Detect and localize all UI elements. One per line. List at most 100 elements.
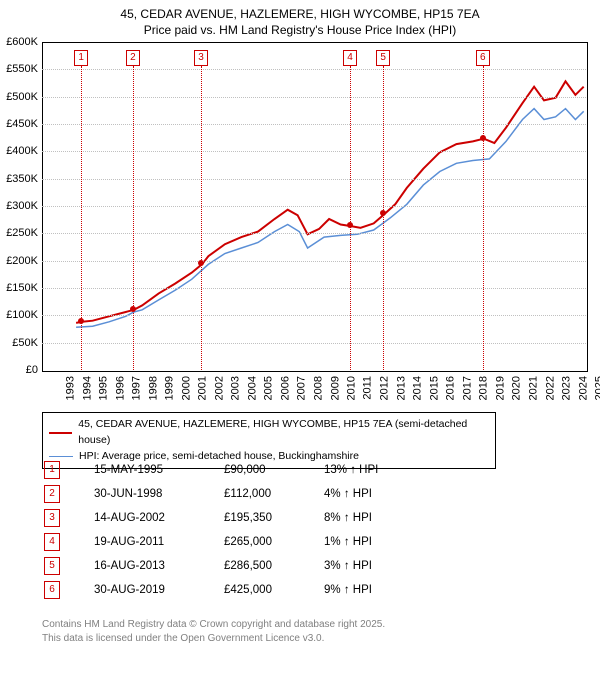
x-tick-label: 2025 (594, 376, 600, 400)
x-tick-label: 2014 (412, 376, 424, 400)
table-delta: 9% ↑ HPI (324, 584, 444, 596)
marker-vline (483, 66, 484, 370)
footer-line1: Contains HM Land Registry data © Crown c… (42, 618, 385, 632)
marker-box: 5 (376, 50, 390, 66)
series-line (76, 109, 584, 328)
x-tick-label: 1997 (131, 376, 143, 400)
y-tick-label: £50K (0, 337, 38, 349)
legend-item: 45, CEDAR AVENUE, HAZLEMERE, HIGH WYCOMB… (49, 417, 489, 449)
gridline (42, 69, 586, 70)
table-idx: 2 (44, 485, 60, 503)
table-date: 19-AUG-2011 (94, 536, 224, 548)
gridline (42, 179, 586, 180)
table-price: £90,000 (224, 464, 324, 476)
table-row: 4 19-AUG-2011£265,0001% ↑ HPI (44, 530, 444, 554)
x-tick-label: 1995 (98, 376, 110, 400)
x-tick-label: 2019 (494, 376, 506, 400)
gridline (42, 288, 586, 289)
x-tick-label: 1996 (114, 376, 126, 400)
marker-vline (383, 66, 384, 370)
title-line2: Price paid vs. HM Land Registry's House … (0, 22, 600, 38)
table-date: 16-AUG-2013 (94, 560, 224, 572)
table-idx: 4 (44, 533, 60, 551)
x-tick-label: 2002 (213, 376, 225, 400)
marker-box: 2 (126, 50, 140, 66)
x-tick-label: 1994 (81, 376, 93, 400)
sale-point (78, 318, 84, 324)
sales-table: 115-MAY-1995£90,00013% ↑ HPI 2 30-JUN-1998… (44, 458, 444, 602)
sale-point (198, 260, 204, 266)
x-tick-label: 2005 (263, 376, 275, 400)
y-tick-label: £150K (0, 282, 38, 294)
table-row: 115-MAY-1995£90,00013% ↑ HPI (44, 458, 444, 482)
x-tick-label: 2020 (511, 376, 523, 400)
footer-line2: This data is licensed under the Open Gov… (42, 632, 385, 646)
marker-vline (201, 66, 202, 370)
legend-label: 45, CEDAR AVENUE, HAZLEMERE, HIGH WYCOMB… (78, 417, 489, 449)
table-delta: 8% ↑ HPI (324, 512, 444, 524)
y-tick-label: £500K (0, 91, 38, 103)
table-idx: 5 (44, 557, 60, 575)
y-tick-label: £550K (0, 63, 38, 75)
y-tick-label: £600K (0, 36, 38, 48)
table-row: 630-AUG-2019£425,0009% ↑ HPI (44, 578, 444, 602)
table-price: £265,000 (224, 536, 324, 548)
sale-point (480, 135, 486, 141)
table-delta: 13% ↑ HPI (324, 464, 444, 476)
marker-box: 4 (343, 50, 357, 66)
y-tick-label: £200K (0, 255, 38, 267)
plot-area (42, 42, 588, 372)
x-tick-label: 2022 (544, 376, 556, 400)
x-tick-label: 2018 (478, 376, 490, 400)
legend-swatch (49, 432, 72, 434)
table-row: 3 14-AUG-2002£195,3508% ↑ HPI (44, 506, 444, 530)
y-tick-label: £100K (0, 309, 38, 321)
sale-point (380, 210, 386, 216)
y-tick-label: £400K (0, 145, 38, 157)
x-tick-label: 2007 (296, 376, 308, 400)
marker-vline (81, 66, 82, 370)
y-tick-label: £350K (0, 173, 38, 185)
table-delta: 1% ↑ HPI (324, 536, 444, 548)
table-price: £195,350 (224, 512, 324, 524)
y-tick-label: £300K (0, 200, 38, 212)
x-tick-label: 2024 (577, 376, 589, 400)
table-delta: 4% ↑ HPI (324, 488, 444, 500)
sale-point (130, 306, 136, 312)
title-block: 45, CEDAR AVENUE, HAZLEMERE, HIGH WYCOMB… (0, 0, 600, 38)
footer-note: Contains HM Land Registry data © Crown c… (42, 618, 385, 645)
x-tick-label: 2021 (527, 376, 539, 400)
marker-box: 6 (476, 50, 490, 66)
marker-box: 3 (194, 50, 208, 66)
x-tick-label: 2011 (361, 376, 373, 400)
chart-container: 45, CEDAR AVENUE, HAZLEMERE, HIGH WYCOMB… (0, 0, 600, 680)
gridline (42, 261, 586, 262)
x-tick-label: 2015 (428, 376, 440, 400)
gridline (42, 343, 586, 344)
marker-vline (350, 66, 351, 370)
x-tick-label: 2006 (279, 376, 291, 400)
x-tick-label: 1993 (64, 376, 76, 400)
x-tick-label: 2000 (180, 376, 192, 400)
gridline (42, 206, 586, 207)
y-tick-label: £250K (0, 227, 38, 239)
legend-swatch (49, 456, 73, 457)
y-tick-label: £450K (0, 118, 38, 130)
table-idx: 3 (44, 509, 60, 527)
table-date: 15-MAY-1995 (94, 464, 224, 476)
table-price: £425,000 (224, 584, 324, 596)
marker-vline (133, 66, 134, 370)
series-line (76, 81, 584, 323)
x-tick-label: 2013 (395, 376, 407, 400)
x-tick-label: 2003 (230, 376, 242, 400)
table-date: 14-AUG-2002 (94, 512, 224, 524)
x-tick-label: 2009 (329, 376, 341, 400)
x-tick-label: 2012 (379, 376, 391, 400)
marker-box: 1 (74, 50, 88, 66)
x-tick-label: 2016 (445, 376, 457, 400)
y-tick-label: £0 (0, 364, 38, 376)
table-row: 230-JUN-1998£112,0004% ↑ HPI (44, 482, 444, 506)
gridline (42, 151, 586, 152)
gridline (42, 233, 586, 234)
table-date: 30-JUN-1998 (94, 488, 224, 500)
